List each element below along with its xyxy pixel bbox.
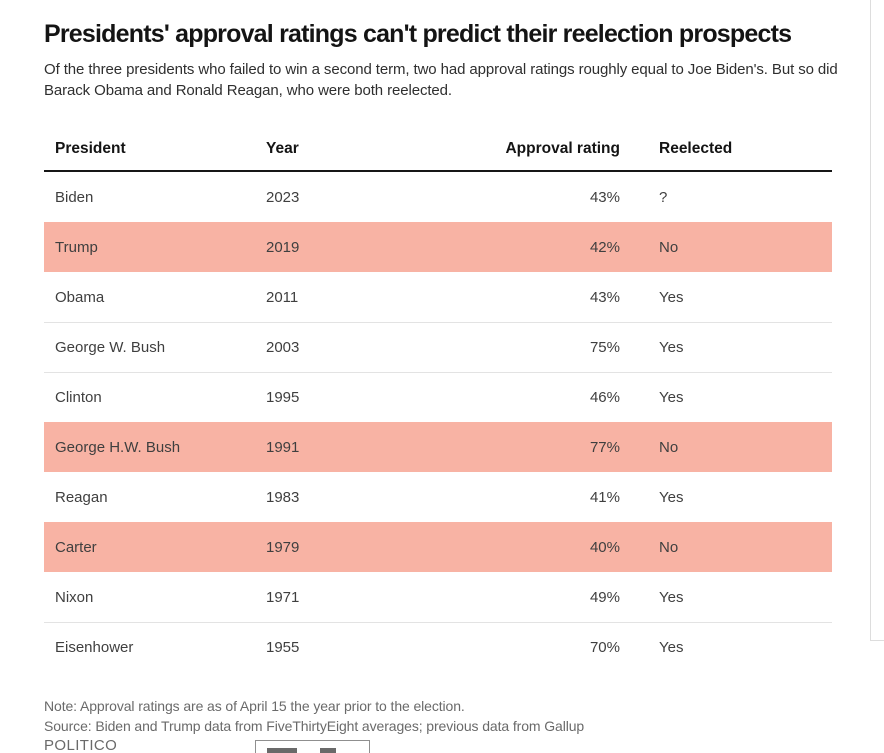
approval-ratings-table: President Year Approval rating Reelected…: [44, 127, 832, 672]
cell-reelected: Yes: [659, 588, 684, 606]
cell-year: 2011: [266, 288, 299, 306]
cell-approval: 46%: [589, 389, 620, 406]
table-row: Carter 1979 40% No: [44, 522, 832, 572]
adjacent-panel-edge: [870, 0, 884, 641]
clipped-button-text-fragment: [320, 748, 336, 753]
table-source: Source: Biden and Trump data from FiveTh…: [44, 718, 585, 734]
table-note: Note: Approval ratings are as of April 1…: [44, 698, 465, 714]
table-body: Biden 2023 43%? Trump 2019 42% No Obama 2011 43% Y…: [44, 172, 832, 672]
cell-president: George W. Bush: [55, 339, 166, 356]
cell-approval: 77%: [589, 438, 620, 456]
table-row: Trump 2019 42% No: [44, 222, 832, 272]
cell-reelected: No: [659, 438, 679, 456]
table-row: Obama 2011 43% Yes: [44, 272, 832, 322]
cell-reelected: No: [659, 538, 679, 556]
cell-president: George H.W. Bush: [55, 438, 181, 456]
table-row: Nixon 1971 49% Yes: [44, 572, 832, 622]
cell-approval: 43%: [589, 188, 620, 206]
column-header-approval-rating: Approval rating: [505, 139, 620, 157]
cell-approval: 49%: [589, 588, 620, 606]
cell-president: Reagan: [55, 488, 108, 506]
table-row: Reagan 1983 41% Yes: [44, 472, 832, 522]
cutoff-button[interactable]: [255, 740, 370, 753]
cell-president: Nixon: [55, 588, 94, 606]
cell-president: Obama: [55, 288, 105, 306]
cell-year: 1971: [266, 588, 300, 606]
cell-reelected: Yes: [659, 288, 684, 306]
table-row: Clinton 1995 46% Yes: [44, 372, 832, 422]
cell-year: 2019: [266, 238, 300, 256]
table-row: Biden 2023 43%?: [44, 172, 832, 222]
column-header-president: President: [55, 139, 126, 157]
cell-year: 2023: [266, 188, 300, 206]
cell-year: 1995: [266, 389, 300, 406]
cell-approval: 42%: [589, 238, 620, 256]
cell-year: 1979: [266, 538, 300, 556]
clipped-button-text-fragment: [267, 748, 297, 753]
cell-year: 1955: [266, 639, 300, 656]
chart-subtitle: Of the three presidents who failed to wi…: [44, 61, 838, 99]
cell-president: Clinton: [55, 389, 102, 406]
chart-container: Presidents' approval ratings can't predi…: [44, 0, 838, 753]
politico-brand: POLITICO: [44, 737, 118, 753]
cell-approval: 70%: [589, 639, 620, 656]
cell-year: 2003: [266, 339, 300, 356]
cell-president: Carter: [55, 538, 97, 556]
cell-approval: 75%: [589, 339, 620, 356]
page-title: Presidents' approval ratings can't predi…: [44, 20, 792, 48]
cell-year: 1991: [266, 438, 300, 456]
cell-reelected: Yes: [659, 389, 684, 406]
table-header-row: President Year Approval rating Reelected: [44, 127, 832, 172]
cell-year: 1983: [266, 488, 300, 506]
cell-approval: 43%: [589, 288, 620, 306]
table-row: George H.W. Bush 1991 77% No: [44, 422, 832, 472]
cell-approval: 41%: [589, 488, 620, 506]
table-row: George W. Bush 2003 75% Yes: [44, 322, 832, 372]
cell-president: Eisenhower: [55, 639, 134, 656]
column-header-year: Year: [266, 139, 299, 157]
cell-reelected: No: [659, 238, 679, 256]
cell-president: Biden: [55, 188, 94, 206]
cell-reelected: Yes: [659, 639, 684, 656]
footnotes: Note: Approval ratings are as of April 1…: [44, 696, 832, 753]
cell-approval: 40%: [589, 538, 620, 556]
cell-president: Trump: [55, 238, 98, 256]
column-header-reelected: Reelected: [659, 139, 733, 157]
cell-reelected: ?: [659, 188, 668, 206]
table-row: Eisenhower 1955 70% Yes: [44, 622, 832, 672]
cell-reelected: Yes: [659, 488, 684, 506]
cell-reelected: Yes: [659, 339, 684, 356]
